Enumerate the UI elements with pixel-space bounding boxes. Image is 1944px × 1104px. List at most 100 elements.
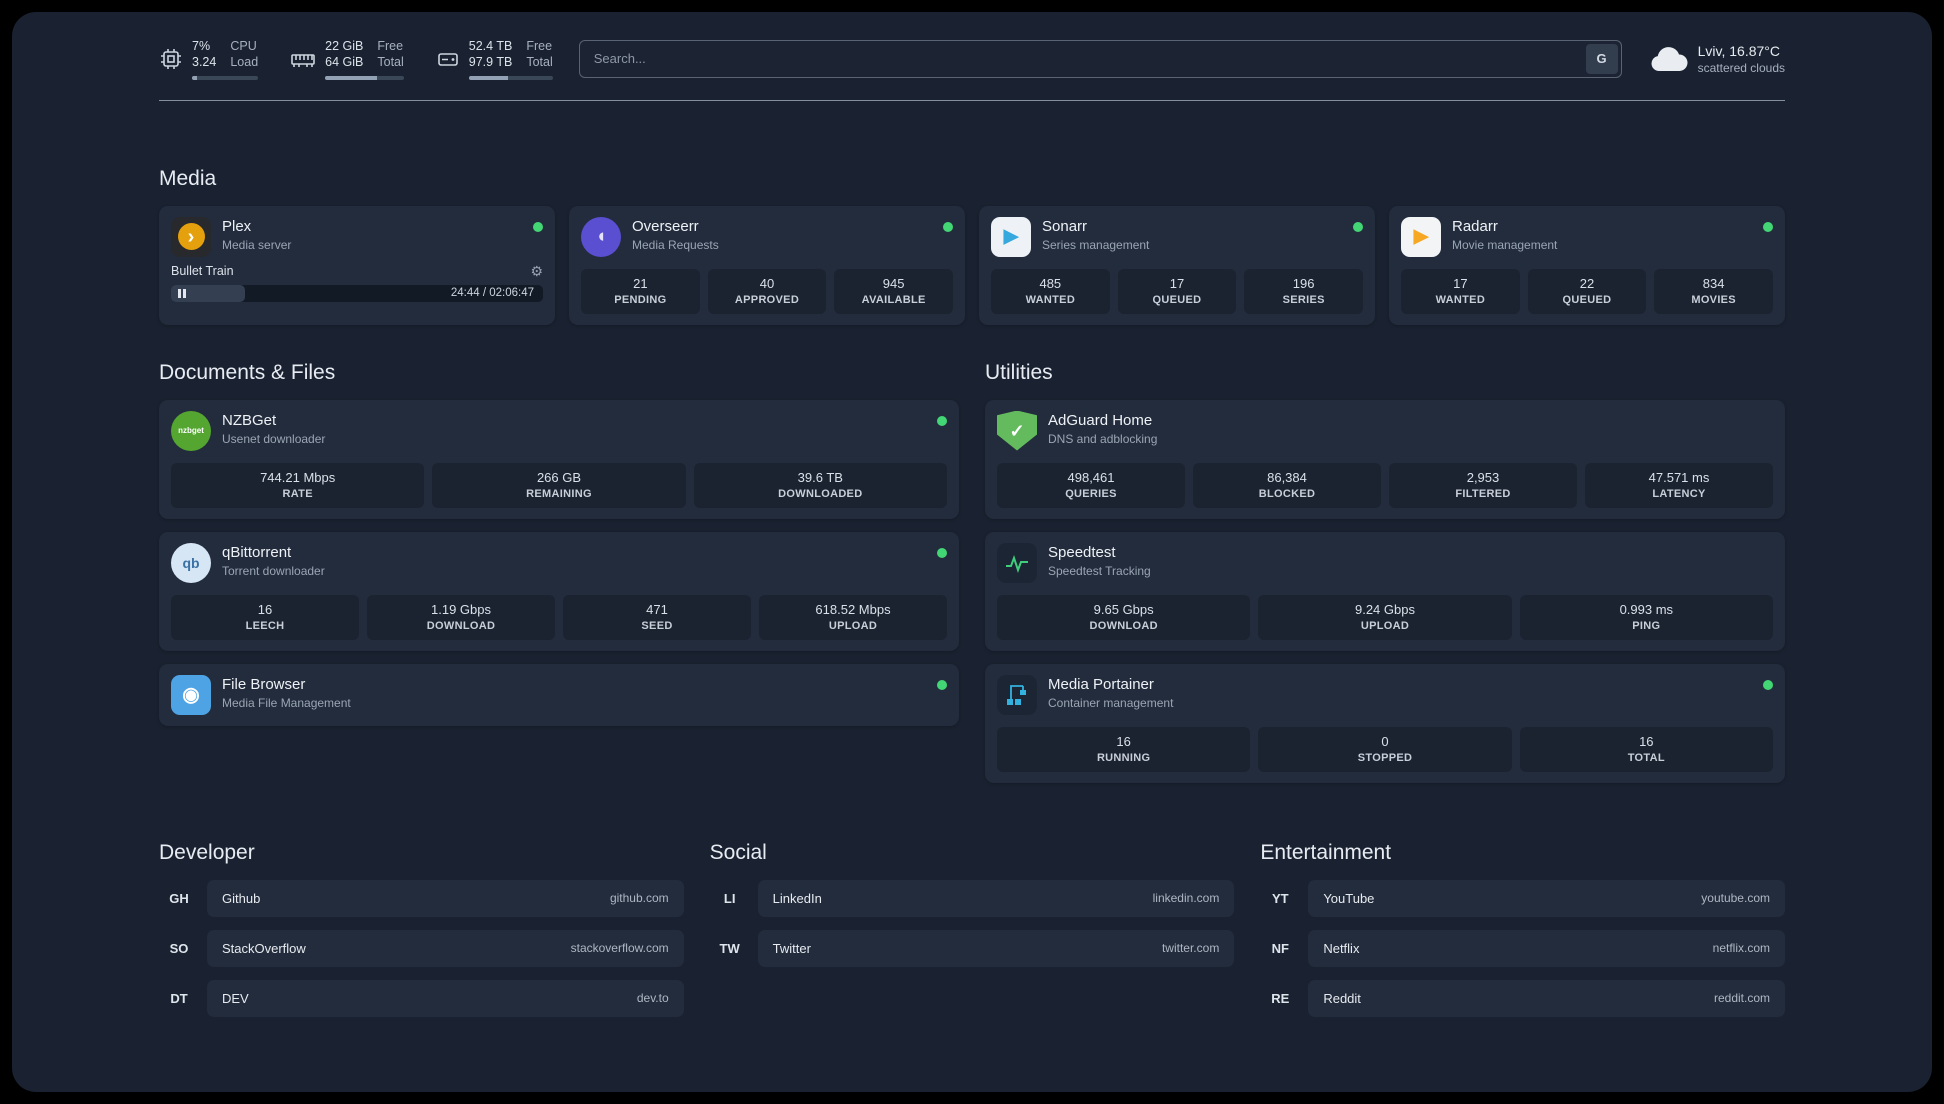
- link-linkedin[interactable]: LinkedIn linkedin.com: [757, 879, 1235, 917]
- stat-value: 86,384: [1267, 469, 1307, 485]
- link-domain: stackoverflow.com: [570, 941, 669, 955]
- stat-approved: 40 APPROVED: [707, 268, 827, 314]
- link-row-linkedin: LI LinkedIn linkedin.com: [710, 879, 1235, 917]
- app-name: Overseerr: [632, 217, 699, 235]
- app-subtitle: Speedtest Tracking: [1048, 563, 1151, 578]
- radarr-icon: ▶: [1401, 216, 1441, 257]
- file-browser-icon: ◉: [171, 674, 211, 715]
- stat-value: 2,953: [1466, 469, 1500, 485]
- app-name: Plex: [222, 217, 252, 235]
- search-provider-button[interactable]: G: [1585, 43, 1618, 74]
- stat-value: 9.65 Gbps: [1093, 601, 1154, 617]
- stat-label: REMAINING: [526, 487, 592, 500]
- link-youtube[interactable]: YouTube youtube.com: [1308, 879, 1785, 917]
- dashboard: 7% 3.24 CPU Load 22 GiB 64 GiB Free Total 52.4 T…: [12, 12, 1932, 1092]
- card-adguard-home[interactable]: ✓ AdGuard Home DNS and adblocking 498,461 QU…: [985, 399, 1785, 519]
- stat-pending: 21 PENDING: [581, 268, 700, 314]
- link-reddit[interactable]: Reddit reddit.com: [1308, 979, 1785, 1017]
- card-header: ▶ Radarr Movie management: [1401, 216, 1773, 257]
- app-name: Radarr: [1452, 217, 1498, 235]
- stat-label: UPLOAD: [1360, 619, 1410, 632]
- card-plex[interactable]: › Plex Media server Bullet Train ⚙ 24:44 / 02…: [159, 205, 555, 325]
- stat-value: 266 GB: [536, 469, 582, 485]
- card-header: ✓ AdGuard Home DNS and adblocking: [997, 410, 1773, 451]
- link-name: LinkedIn: [772, 890, 822, 906]
- card-stats: 498,461 QUERIES 86,384 BLOCKED 2,953 FILTERED…: [997, 462, 1773, 508]
- app-subtitle: Media Requests: [632, 237, 719, 252]
- stat-label: SEED: [641, 619, 673, 632]
- card-stats: 485 WANTED 17 QUEUED 196 SERIES: [991, 268, 1363, 314]
- card-file-browser[interactable]: ◉ File Browser Media File Management: [159, 663, 959, 726]
- app-name: Media Portainer: [1048, 675, 1154, 693]
- card-media-portainer[interactable]: Media Portainer Container management 16 RUN…: [985, 663, 1785, 783]
- stat-value: 196: [1292, 275, 1315, 291]
- stat-value: 47.571 ms: [1648, 469, 1710, 485]
- stat-label: TOTAL: [1627, 751, 1665, 764]
- stat-upload: 9.24 Gbps UPLOAD: [1258, 594, 1512, 640]
- link-group-title: Entertainment: [1260, 840, 1392, 864]
- stat-value: 0: [1381, 733, 1389, 749]
- link-abbr: NF: [1271, 940, 1289, 956]
- settings-gear-icon[interactable]: ⚙: [530, 262, 543, 279]
- stat-label: PENDING: [614, 293, 667, 306]
- weather-text: Lviv, 16.87°C scattered clouds: [1698, 43, 1785, 75]
- sys-label-bottom: Load: [230, 55, 259, 70]
- link-group-developer: Developer GH Github github.com SO StackOverfl…: [159, 841, 684, 1030]
- card-header: ◖ Overseerr Media Requests: [581, 216, 953, 257]
- stat-label: PING: [1632, 619, 1661, 632]
- card-nzbget[interactable]: nzbget NZBGet Usenet downloader 744.21 Mbps…: [159, 399, 959, 519]
- stat-value: 471: [646, 601, 668, 617]
- stat-value: 1.19 Gbps: [431, 601, 491, 617]
- app-subtitle: Torrent downloader: [222, 563, 325, 578]
- sys-value-bottom: 64 GiB: [325, 55, 364, 70]
- link-twitter[interactable]: Twitter twitter.com: [757, 929, 1235, 967]
- stat-value: 744.21 Mbps: [260, 469, 336, 485]
- stat-label: WANTED: [1435, 293, 1486, 306]
- stat-label: RUNNING: [1096, 751, 1151, 764]
- weather-widget[interactable]: Lviv, 16.87°C scattered clouds: [1648, 43, 1785, 75]
- card-qbittorrent[interactable]: qb qBittorrent Torrent downloader 16 LEECH 1.…: [159, 531, 959, 651]
- card-radarr[interactable]: ▶ Radarr Movie management 17 WANTED 22 QUEUED 8…: [1389, 205, 1785, 325]
- link-stackoverflow[interactable]: StackOverflow stackoverflow.com: [207, 929, 684, 967]
- card-header: Media Portainer Container management: [997, 674, 1773, 715]
- stat-queued: 17 QUEUED: [1117, 268, 1237, 314]
- stat-upload: 618.52 Mbps UPLOAD: [759, 594, 947, 640]
- link-domain: linkedin.com: [1152, 891, 1220, 905]
- card-header: qb qBittorrent Torrent downloader: [171, 542, 947, 583]
- status-indicator-online: [937, 679, 947, 690]
- stat-label: LATENCY: [1652, 487, 1706, 500]
- sys-value-bottom: 97.9 TB: [468, 55, 513, 70]
- stat-latency: 47.571 ms LATENCY: [1585, 462, 1773, 508]
- card-sonarr[interactable]: ▶ Sonarr Series management 485 WANTED 17 QUEUE…: [979, 205, 1375, 325]
- link-abbr: RE: [1271, 990, 1290, 1006]
- pause-button[interactable]: [178, 288, 186, 298]
- playback-progress-fill: [171, 284, 246, 302]
- stat-stopped: 0 STOPPED: [1258, 726, 1512, 772]
- nzbget-icon: nzbget: [171, 410, 211, 451]
- stat-value: 16: [1116, 733, 1131, 749]
- link-row-dev: DT DEV dev.to: [159, 979, 684, 1017]
- stat-wanted: 485 WANTED: [991, 268, 1110, 314]
- link-row-reddit: RE Reddit reddit.com: [1260, 979, 1785, 1017]
- link-domain: reddit.com: [1713, 991, 1770, 1005]
- card-stats: 21 PENDING 40 APPROVED 945 AVAILABLE: [581, 268, 953, 314]
- stat-label: QUEUED: [1152, 293, 1202, 306]
- card-speedtest[interactable]: Speedtest Speedtest Tracking 9.65 Gbps DOWN…: [985, 531, 1785, 651]
- link-domain: netflix.com: [1712, 941, 1770, 955]
- stat-remaining: 266 GB REMAINING: [432, 462, 686, 508]
- search-input[interactable]: [578, 39, 1622, 78]
- link-netflix[interactable]: Netflix netflix.com: [1308, 929, 1785, 967]
- section-utilities: Utilities ✓ AdGuard Home DNS and adblockin…: [985, 361, 1785, 783]
- app-subtitle: Container management: [1048, 695, 1174, 710]
- link-dev[interactable]: DEV dev.to: [207, 979, 684, 1017]
- link-row-twitter: TW Twitter twitter.com: [710, 929, 1235, 967]
- weather-condition: scattered clouds: [1697, 60, 1785, 75]
- dashboard-content: 7% 3.24 CPU Load 22 GiB 64 GiB Free Total 52.4 T…: [159, 12, 1785, 1030]
- stat-value: 9.24 Gbps: [1354, 601, 1415, 617]
- link-github[interactable]: Github github.com: [207, 879, 684, 917]
- topbar: 7% 3.24 CPU Load 22 GiB 64 GiB Free Total 52.4 T…: [159, 38, 1785, 80]
- system-stat-cpu: 7% 3.24 CPU Load: [159, 38, 259, 80]
- stat-running: 16 RUNNING: [997, 726, 1251, 772]
- link-domain: dev.to: [636, 991, 669, 1005]
- card-overseerr[interactable]: ◖ Overseerr Media Requests 21 PENDING 40 APPRO…: [569, 205, 965, 325]
